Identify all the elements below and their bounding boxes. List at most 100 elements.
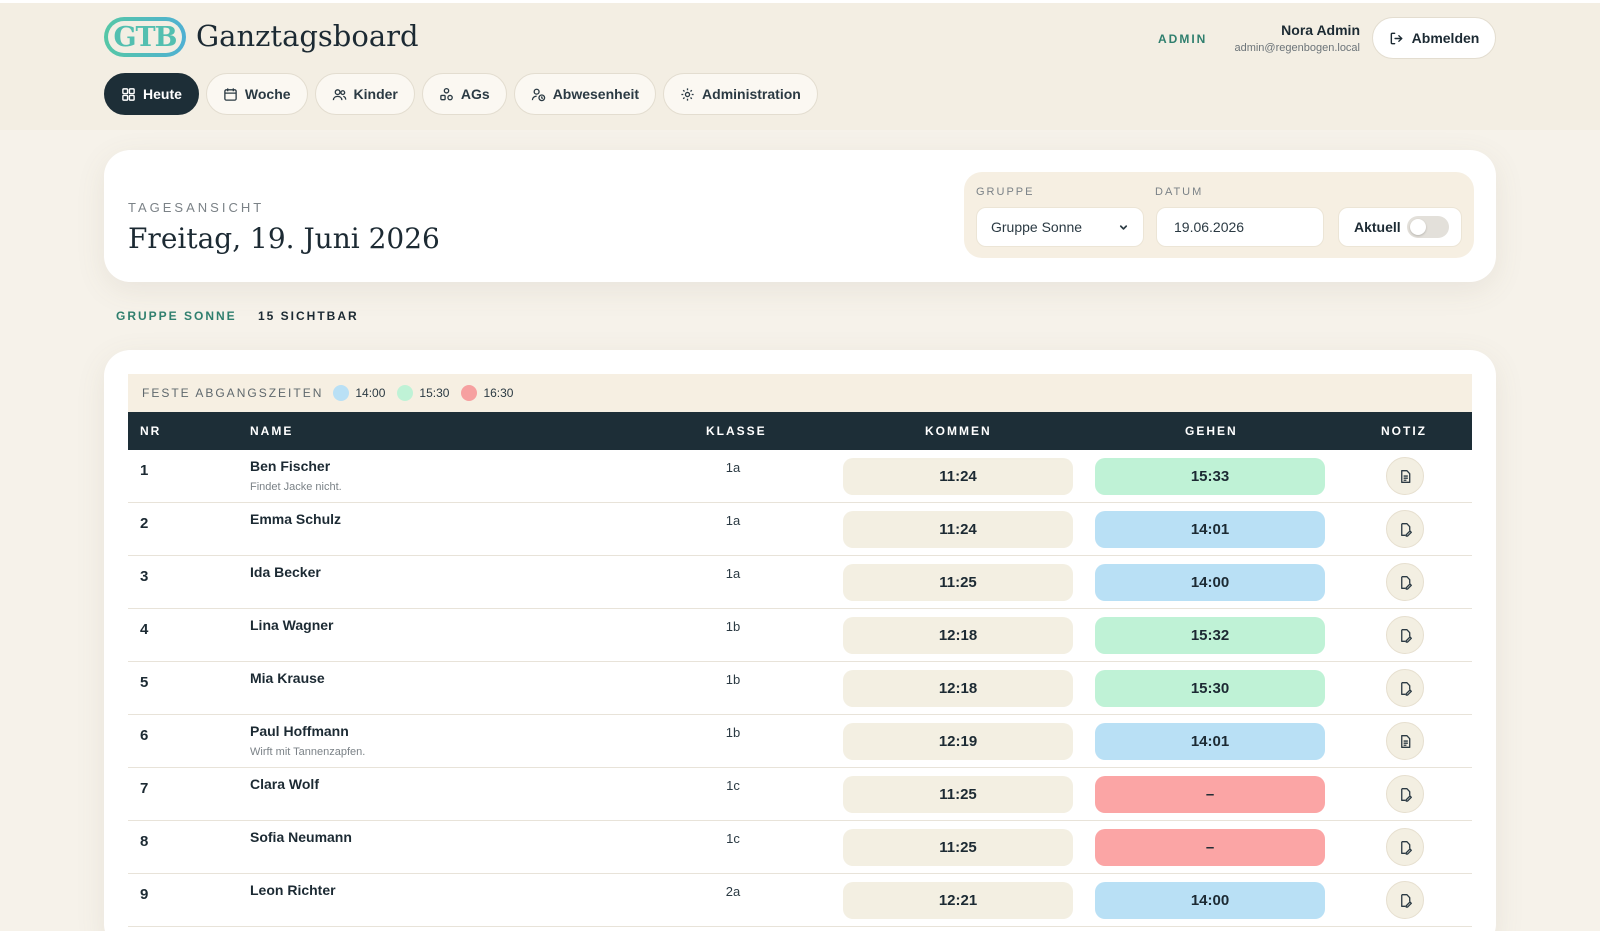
arrival-time-button[interactable]: 12:18 [843,670,1073,707]
child-class: 1a [725,460,741,475]
nav-tab-ags[interactable]: AGs [421,73,507,115]
nav-tab-label: Heute [143,86,182,102]
departure-time-button[interactable]: – [1095,829,1325,866]
edit-note-icon [1398,681,1413,696]
child-class: 1c [726,831,740,846]
arrival-time-button[interactable]: 12:18 [843,617,1073,654]
departure-time-button[interactable]: – [1095,776,1325,813]
role-badge: ADMIN [1158,32,1208,46]
edit-note-icon [1398,575,1413,590]
arrival-time-button[interactable]: 12:19 [843,723,1073,760]
header-gehen: GEHEN [1185,424,1238,438]
calendar-icon [223,87,238,102]
nav-tab-administration[interactable]: Administration [663,73,818,115]
note-button[interactable] [1386,722,1424,760]
note-button[interactable] [1386,828,1424,866]
child-name[interactable]: Clara Wolf [250,776,319,792]
date-input[interactable]: 19.06.2026 [1156,207,1324,247]
child-name[interactable]: Emma Schulz [250,511,342,527]
logout-icon [1390,32,1403,44]
table-row: 2 Emma Schulz 1a 11:24 14:01 [128,503,1472,556]
group-select-value: Gruppe Sonne [991,219,1083,235]
user-clock-icon [531,87,546,102]
legend-label: 16:30 [483,386,514,400]
user-email: admin@regenbogen.local [1234,42,1360,54]
edit-note-icon [1398,840,1413,855]
nav-tab-abwesenheit[interactable]: Abwesenheit [513,73,657,115]
child-class: 1b [725,672,741,687]
nav-tab-kinder[interactable]: Kinder [314,73,415,115]
row-number: 4 [140,621,149,638]
child-class: 1a [725,513,741,528]
arrival-time-button[interactable]: 11:24 [843,511,1073,548]
child-note: Wirft mit Tannenzapfen. [250,746,366,758]
note-button[interactable] [1386,881,1424,919]
departure-time-button[interactable]: 14:00 [1095,882,1325,919]
header-nr: NR [140,424,162,438]
child-class: 1b [725,725,741,740]
table-row: 6 Paul Hoffmann Wirft mit Tannenzapfen. 1b 1… [128,715,1472,768]
edit-note-icon [1398,628,1413,643]
departure-time-button[interactable]: 15:30 [1095,670,1325,707]
note-button[interactable] [1386,457,1424,495]
departure-time-button[interactable]: 14:01 [1095,723,1325,760]
legend-title: FESTE ABGANGSZEITEN [142,386,324,400]
shapes-icon [439,87,454,102]
table-row: 3 Ida Becker 1a 11:25 14:00 [128,556,1472,609]
child-note: Findet Jacke nicht. [250,481,342,493]
child-name[interactable]: Paul Hoffmann [250,723,349,739]
header-name: NAME [250,424,294,438]
child-name[interactable]: Mia Krause [250,670,325,686]
departure-legend: FESTE ABGANGSZEITEN 14:00 15:30 16:30 [128,374,1472,412]
departure-time-button[interactable]: 15:33 [1095,458,1325,495]
nav-tab-woche[interactable]: Woche [205,73,308,115]
table-header: NR NAME KLASSE KOMMEN GEHEN NOTIZ [128,412,1472,450]
arrival-time-button[interactable]: 11:25 [843,564,1073,601]
note-button[interactable] [1386,669,1424,707]
child-class: 1b [725,619,741,634]
legend-color-dot [333,385,350,401]
app-logo[interactable]: GTB [104,17,186,57]
child-name[interactable]: Leon Richter [250,882,336,898]
top-header: GTB Ganztagsboard ADMIN Nora Admin admin… [0,0,1600,130]
departure-time-button[interactable]: 14:00 [1095,564,1325,601]
legend-label: 14:00 [355,386,386,400]
row-number: 8 [140,833,149,850]
note-button[interactable] [1386,616,1424,654]
table-row: 4 Lina Wagner 1b 12:18 15:32 [128,609,1472,662]
child-name[interactable]: Lina Wagner [250,617,334,633]
logo-text: GTB [108,21,182,53]
table-row: 7 Clara Wolf 1c 11:25– [128,768,1472,821]
note-button[interactable] [1386,775,1424,813]
note-button[interactable] [1386,563,1424,601]
child-class: 1c [726,778,740,793]
row-number: 5 [140,674,149,691]
table-row: 1 Ben Fischer Findet Jacke nicht. 1a 11:24 15… [128,450,1472,503]
departure-time-button[interactable]: 14:01 [1095,511,1325,548]
legend-color-dot [397,385,414,401]
nav-tab-label: Abwesenheit [552,86,640,102]
child-name[interactable]: Ben Fischer [250,458,331,474]
child-name[interactable]: Sofia Neumann [250,829,352,845]
table-row: 9 Leon Richter 2a 12:21 14:00 [128,874,1472,927]
arrival-time-button[interactable]: 11:25 [843,829,1073,866]
child-class: 2a [725,884,741,899]
arrival-time-button[interactable]: 12:21 [843,882,1073,919]
group-indicator: GRUPPE SONNE [116,309,237,323]
note-icon [1398,469,1413,484]
header-klasse: KLASSE [706,424,767,438]
group-select[interactable]: Gruppe Sonne [976,207,1144,247]
arrival-time-button[interactable]: 11:24 [843,458,1073,495]
child-name[interactable]: Ida Becker [250,564,321,580]
toggle-switch[interactable] [1407,216,1449,238]
current-toggle-label: Aktuell [1354,219,1401,235]
logout-button[interactable]: Abmelden [1372,17,1496,59]
legend-item: 15:30 [397,385,449,401]
attendance-card: FESTE ABGANGSZEITEN 14:00 15:30 16:30 NR N… [104,350,1496,931]
departure-time-button[interactable]: 15:32 [1095,617,1325,654]
current-toggle[interactable]: Aktuell [1338,207,1462,247]
edit-note-icon [1398,522,1413,537]
nav-tab-heute[interactable]: Heute [104,73,199,115]
note-button[interactable] [1386,510,1424,548]
arrival-time-button[interactable]: 11:25 [843,776,1073,813]
